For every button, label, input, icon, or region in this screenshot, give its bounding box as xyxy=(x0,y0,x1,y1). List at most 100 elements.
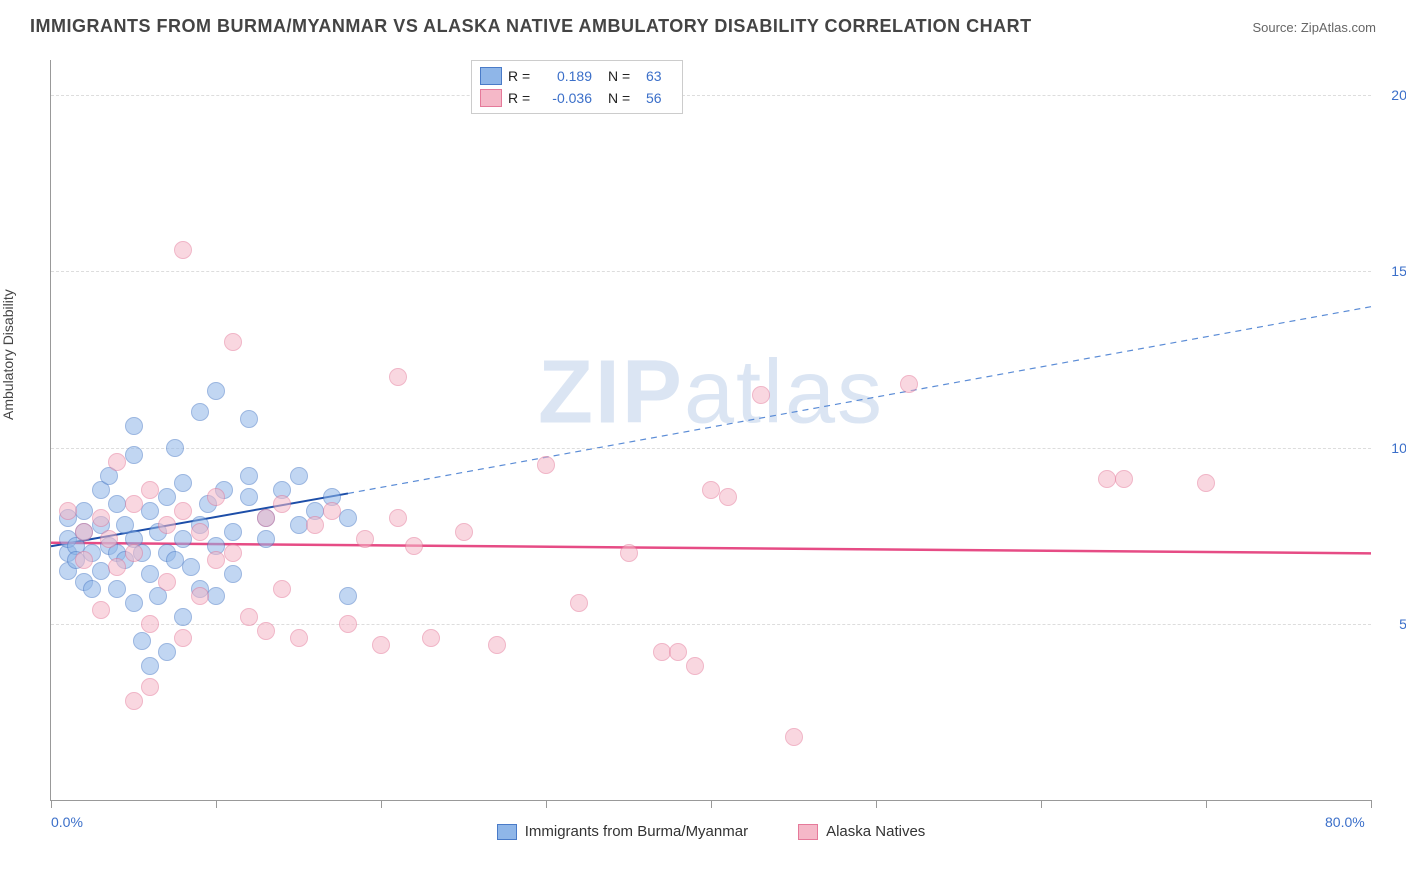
data-point xyxy=(224,565,242,583)
data-point xyxy=(125,446,143,464)
legend-item: Alaska Natives xyxy=(798,823,925,840)
data-point xyxy=(224,333,242,351)
data-point xyxy=(125,417,143,435)
data-point xyxy=(141,565,159,583)
data-point xyxy=(290,629,308,647)
legend-label: Alaska Natives xyxy=(826,823,925,840)
data-point xyxy=(75,523,93,541)
r-value: 0.189 xyxy=(542,68,592,84)
data-point xyxy=(273,495,291,513)
data-point xyxy=(191,403,209,421)
data-point xyxy=(1197,474,1215,492)
data-point xyxy=(182,558,200,576)
data-point xyxy=(158,643,176,661)
data-point xyxy=(257,509,275,527)
legend-row: R =0.189N =63 xyxy=(480,65,670,87)
n-value: 56 xyxy=(646,90,670,106)
data-point xyxy=(273,580,291,598)
data-point xyxy=(455,523,473,541)
data-point xyxy=(191,587,209,605)
data-point xyxy=(207,551,225,569)
y-tick-label: 20.0% xyxy=(1377,87,1406,103)
n-label: N = xyxy=(608,68,640,84)
r-value: -0.036 xyxy=(542,90,592,106)
y-tick-label: 5.0% xyxy=(1377,616,1406,632)
data-point xyxy=(422,629,440,647)
gridline xyxy=(51,95,1371,96)
x-tick xyxy=(711,800,712,808)
data-point xyxy=(174,530,192,548)
gridline xyxy=(51,448,1371,449)
data-point xyxy=(290,516,308,534)
data-point xyxy=(900,375,918,393)
data-point xyxy=(405,537,423,555)
data-point xyxy=(75,551,93,569)
data-point xyxy=(125,544,143,562)
legend-row: R = -0.036 N = 56 xyxy=(480,87,670,109)
data-point xyxy=(108,453,126,471)
legend-swatch xyxy=(480,89,502,107)
data-point xyxy=(133,632,151,650)
data-point xyxy=(224,523,242,541)
x-tick xyxy=(381,800,382,808)
data-point xyxy=(141,502,159,520)
data-point xyxy=(570,594,588,612)
data-point xyxy=(1098,470,1116,488)
scatter-plot: ZIPatlas 5.0%10.0%15.0%20.0%0.0%80.0%R =… xyxy=(50,60,1371,801)
x-tick xyxy=(51,800,52,808)
data-point xyxy=(75,502,93,520)
y-tick-label: 15.0% xyxy=(1377,263,1406,279)
data-point xyxy=(174,502,192,520)
data-point xyxy=(158,516,176,534)
data-point xyxy=(125,692,143,710)
data-point xyxy=(257,530,275,548)
data-point xyxy=(1115,470,1133,488)
data-point xyxy=(125,594,143,612)
data-point xyxy=(166,551,184,569)
data-point xyxy=(620,544,638,562)
data-point xyxy=(686,657,704,675)
data-point xyxy=(158,573,176,591)
data-point xyxy=(108,495,126,513)
data-point xyxy=(257,622,275,640)
data-point xyxy=(669,643,687,661)
trend-lines xyxy=(51,60,1371,800)
chart-title: IMMIGRANTS FROM BURMA/MYANMAR VS ALASKA … xyxy=(30,16,1032,37)
series-legend: Immigrants from Burma/MyanmarAlaska Nati… xyxy=(51,823,1371,840)
data-point xyxy=(191,523,209,541)
trend-line-solid xyxy=(51,543,1371,554)
data-point xyxy=(207,488,225,506)
data-point xyxy=(240,488,258,506)
data-point xyxy=(306,516,324,534)
y-tick-label: 10.0% xyxy=(1377,440,1406,456)
data-point xyxy=(752,386,770,404)
gridline xyxy=(51,271,1371,272)
data-point xyxy=(174,629,192,647)
data-point xyxy=(719,488,737,506)
data-point xyxy=(141,615,159,633)
data-point xyxy=(339,615,357,633)
data-point xyxy=(174,608,192,626)
data-point xyxy=(141,481,159,499)
data-point xyxy=(224,544,242,562)
data-point xyxy=(125,495,143,513)
n-label: N = xyxy=(608,90,640,106)
trend-line-dashed xyxy=(348,307,1371,494)
r-label: R = xyxy=(508,90,536,106)
data-point xyxy=(240,467,258,485)
data-point xyxy=(653,643,671,661)
data-point xyxy=(92,509,110,527)
data-point xyxy=(108,580,126,598)
data-point xyxy=(207,382,225,400)
x-tick xyxy=(546,800,547,808)
data-point xyxy=(207,587,225,605)
data-point xyxy=(92,562,110,580)
x-tick xyxy=(1206,800,1207,808)
data-point xyxy=(83,580,101,598)
r-label: R = xyxy=(508,68,536,84)
legend-swatch xyxy=(798,824,818,840)
data-point xyxy=(389,509,407,527)
x-tick xyxy=(876,800,877,808)
data-point xyxy=(240,608,258,626)
data-point xyxy=(158,488,176,506)
